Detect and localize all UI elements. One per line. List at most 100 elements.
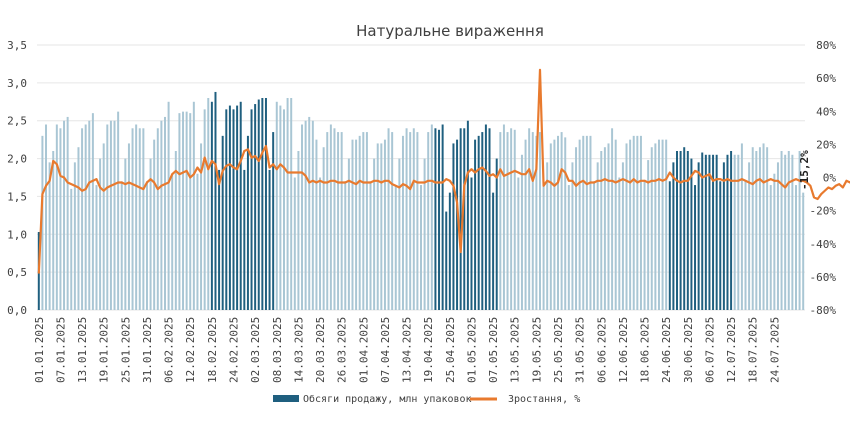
right-tick-label: -40% bbox=[810, 238, 837, 251]
volume-bar bbox=[423, 158, 426, 310]
x-tick-label: 07.04.2025 bbox=[379, 317, 392, 383]
volume-bar bbox=[261, 98, 264, 310]
volume-bar bbox=[542, 181, 545, 310]
volume-bar bbox=[546, 162, 549, 310]
volume-bar bbox=[164, 116, 166, 310]
volume-bar bbox=[124, 158, 127, 310]
volume-bar bbox=[596, 162, 599, 310]
volume-bar bbox=[506, 132, 509, 310]
volume-bar bbox=[733, 154, 736, 310]
volume-bar bbox=[131, 128, 134, 310]
volume-bar bbox=[376, 143, 379, 310]
volume-bar bbox=[301, 124, 304, 310]
volume-bar bbox=[207, 98, 210, 310]
volume-bar bbox=[340, 132, 343, 310]
volume-bar bbox=[239, 101, 242, 311]
volume-bar bbox=[117, 111, 120, 310]
volume-bar bbox=[311, 120, 314, 310]
volume-bar bbox=[466, 120, 469, 310]
volume-bar bbox=[257, 99, 260, 310]
volume-bar bbox=[784, 154, 787, 310]
volume-bar bbox=[55, 124, 58, 310]
volume-bar bbox=[192, 101, 195, 311]
volume-bar bbox=[319, 177, 322, 310]
volume-bar bbox=[683, 147, 686, 310]
x-tick-label: 18.06.2025 bbox=[639, 317, 652, 383]
volume-bar bbox=[531, 132, 534, 310]
volume-bar bbox=[470, 177, 473, 310]
x-tick-label: 19.04.2025 bbox=[422, 317, 435, 383]
x-tick-label: 24.07.2025 bbox=[768, 317, 781, 383]
volume-bar bbox=[582, 135, 585, 310]
x-tick-label: 26.03.2025 bbox=[336, 317, 349, 383]
volume-bar bbox=[102, 143, 105, 310]
volume-bar bbox=[560, 132, 563, 310]
volume-bar bbox=[355, 139, 358, 310]
volume-bar bbox=[91, 113, 94, 311]
volume-bar bbox=[228, 105, 231, 310]
volume-bar bbox=[502, 124, 505, 310]
legend-bar-swatch bbox=[273, 395, 299, 402]
volume-bar bbox=[603, 147, 606, 310]
volume-bar bbox=[434, 128, 437, 310]
legend-line-label: Зростання, % bbox=[508, 394, 580, 405]
volume-bar bbox=[643, 179, 646, 310]
volume-bar bbox=[665, 139, 668, 310]
volume-bar bbox=[221, 135, 224, 310]
volume-bar bbox=[571, 162, 574, 310]
volume-bar bbox=[394, 185, 397, 310]
volume-bar bbox=[441, 124, 444, 310]
volume-bar bbox=[160, 120, 163, 310]
volume-bar bbox=[203, 109, 206, 310]
volume-bar bbox=[474, 139, 477, 310]
volume-bar bbox=[751, 147, 754, 310]
left-tick-label: 0,0 bbox=[7, 304, 27, 317]
x-tick-label: 07.05.2025 bbox=[487, 317, 500, 383]
volume-bar bbox=[254, 104, 257, 310]
volume-bar bbox=[185, 111, 188, 310]
x-tick-label: 08.03.2025 bbox=[271, 317, 284, 383]
volume-bar bbox=[88, 120, 91, 310]
volume-bar bbox=[337, 132, 340, 310]
x-tick-label: 13.04.2025 bbox=[401, 317, 414, 383]
volume-bar bbox=[632, 135, 635, 310]
volume-bar bbox=[524, 139, 527, 310]
volume-bar bbox=[549, 143, 552, 310]
volume-bar bbox=[553, 139, 556, 310]
volume-bar bbox=[246, 135, 249, 310]
volume-bar bbox=[488, 128, 491, 310]
volume-bar bbox=[438, 129, 441, 310]
volume-bar bbox=[358, 135, 361, 310]
volume-bar bbox=[477, 135, 480, 310]
left-tick-label: 1,0 bbox=[7, 228, 27, 241]
volume-bar bbox=[762, 143, 765, 310]
volume-bar bbox=[293, 177, 296, 310]
volume-bar bbox=[45, 124, 48, 310]
left-tick-label: 2,0 bbox=[7, 153, 27, 166]
volume-bar bbox=[661, 139, 664, 310]
chart-title: Натуральне вираження bbox=[356, 22, 544, 40]
volume-bar bbox=[109, 120, 112, 310]
volume-bar bbox=[167, 101, 170, 311]
volume-bar bbox=[145, 181, 148, 310]
volume-bar bbox=[210, 101, 213, 311]
volume-bar bbox=[297, 151, 300, 310]
volume-bar bbox=[538, 132, 541, 310]
left-tick-label: 0,5 bbox=[7, 266, 27, 279]
volume-bar bbox=[647, 160, 650, 310]
volume-bar bbox=[81, 128, 84, 310]
volume-bar bbox=[178, 113, 181, 311]
volume-bar bbox=[495, 158, 498, 310]
volume-bar bbox=[730, 151, 733, 310]
volume-bar bbox=[52, 151, 55, 310]
x-tick-label: 20.03.2025 bbox=[314, 317, 327, 383]
volume-bar bbox=[690, 158, 693, 310]
volume-bar bbox=[686, 151, 689, 310]
volume-bar bbox=[459, 128, 462, 310]
volume-bar bbox=[668, 181, 671, 310]
volume-bar bbox=[510, 128, 513, 310]
volume-bar bbox=[578, 139, 581, 310]
volume-bar bbox=[200, 143, 203, 310]
right-tick-label: 0% bbox=[823, 172, 837, 185]
